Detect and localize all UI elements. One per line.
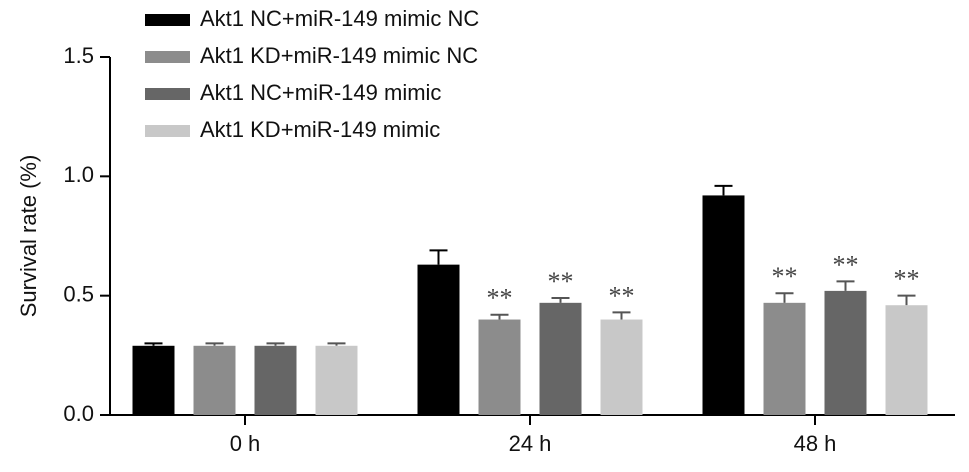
error-bar: [144, 342, 163, 346]
y-axis-label: Survival rate (%): [16, 155, 41, 318]
error-bar: [612, 311, 631, 320]
legend-label: Akt1 NC+miR-149 mimic: [200, 80, 441, 105]
bar: [417, 264, 460, 415]
error-bar: [266, 342, 285, 346]
error-bar: [490, 313, 509, 320]
error-bar: [775, 292, 794, 303]
error-bar: [714, 184, 733, 196]
significance-label: **: [548, 267, 574, 296]
significance-label: **: [609, 281, 635, 310]
legend-label: Akt1 KD+miR-149 mimic: [200, 117, 440, 142]
error-bar: [897, 294, 916, 306]
error-bar: [551, 297, 570, 303]
bar: [539, 302, 582, 415]
legend-label: Akt1 NC+miR-149 mimic NC: [200, 6, 479, 31]
significance-label: **: [894, 265, 920, 294]
bar: [763, 302, 806, 415]
significance-label: **: [772, 262, 798, 291]
x-tick-label: 48 h: [794, 431, 837, 456]
error-bar: [327, 342, 346, 346]
error-bar: [429, 249, 448, 265]
bar: [254, 345, 297, 415]
bar: [702, 195, 745, 415]
error-bar: [836, 280, 855, 291]
y-tick-label: 1.0: [63, 162, 94, 187]
bar: [885, 305, 928, 415]
legend-label: Akt1 KD+miR-149 mimic NC: [200, 43, 478, 68]
error-bar: [205, 342, 224, 346]
y-tick-label: 0.5: [63, 281, 94, 306]
significance-label: **: [833, 250, 859, 279]
x-tick-label: 24 h: [509, 431, 552, 456]
bar: [600, 319, 643, 415]
bar: [824, 290, 867, 415]
bar: [132, 345, 175, 415]
significance-label: **: [487, 284, 513, 313]
y-tick-label: 0.0: [63, 401, 94, 426]
y-tick-label: 1.5: [63, 43, 94, 68]
bar: [315, 345, 358, 415]
bar: [478, 319, 521, 415]
bar: [193, 345, 236, 415]
x-tick-label: 0 h: [230, 431, 261, 456]
